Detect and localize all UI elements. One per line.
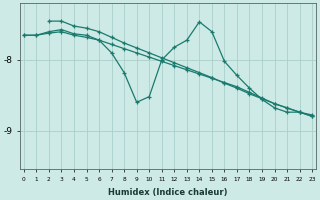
X-axis label: Humidex (Indice chaleur): Humidex (Indice chaleur) xyxy=(108,188,228,197)
